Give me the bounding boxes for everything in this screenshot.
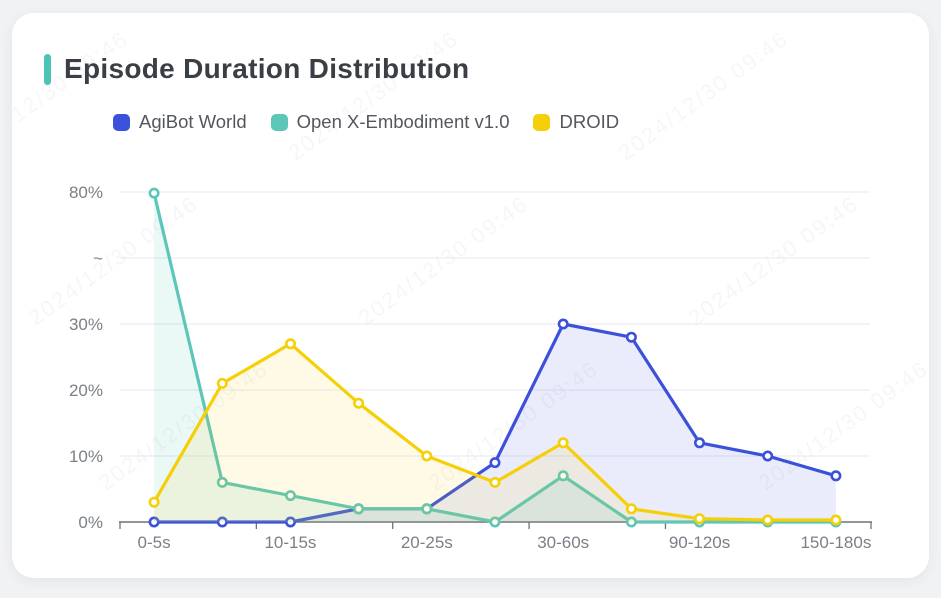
- legend-label-open-x-embodiment: Open X-Embodiment v1.0: [296, 111, 510, 132]
- legend-label-agibot-world: AgiBot World: [139, 111, 247, 132]
- watermark-text: 2024/12/30 09:46: [423, 355, 603, 496]
- legend-item-agibot-world[interactable]: AgiBot World: [113, 111, 247, 133]
- legend: AgiBot World Open X-Embodiment v1.0 DROI…: [113, 111, 619, 133]
- legend-swatch-agibot-world: [113, 113, 130, 131]
- watermark-text: 2024/12/30 09:46: [353, 190, 533, 331]
- page-title: Episode Duration Distribution: [64, 53, 470, 84]
- legend-label-droid: DROID: [559, 111, 620, 132]
- watermark-text: 2024/12/30 09:46: [683, 190, 863, 331]
- title-accent-bar: [44, 53, 51, 85]
- legend-swatch-open-x-embodiment: [270, 113, 288, 131]
- watermark-text: 2024/12/30 09:46: [613, 25, 793, 166]
- watermark-text: 2024/12/30 09:46: [93, 355, 273, 496]
- watermark-layer: 2024/12/30 09:46 2024/12/30 09:46 2024/12/…: [12, 13, 929, 578]
- watermark-text: 2024/12/30 09:46: [23, 190, 203, 331]
- watermark-text: 2024/12/30 09:46: [753, 355, 929, 496]
- watermark-text: 2024/12/30 09:46: [12, 25, 133, 166]
- watermark-text: 2024/12/30 09:46: [283, 25, 463, 166]
- legend-item-droid[interactable]: DROID: [533, 111, 619, 133]
- legend-item-open-x-embodiment[interactable]: Open X-Embodiment v1.0: [270, 111, 510, 133]
- chart-card: 2024/12/30 09:46 2024/12/30 09:46 2024/12/…: [12, 13, 929, 578]
- legend-swatch-droid: [533, 113, 551, 131]
- title-row: Episode Duration Distribution: [44, 53, 469, 85]
